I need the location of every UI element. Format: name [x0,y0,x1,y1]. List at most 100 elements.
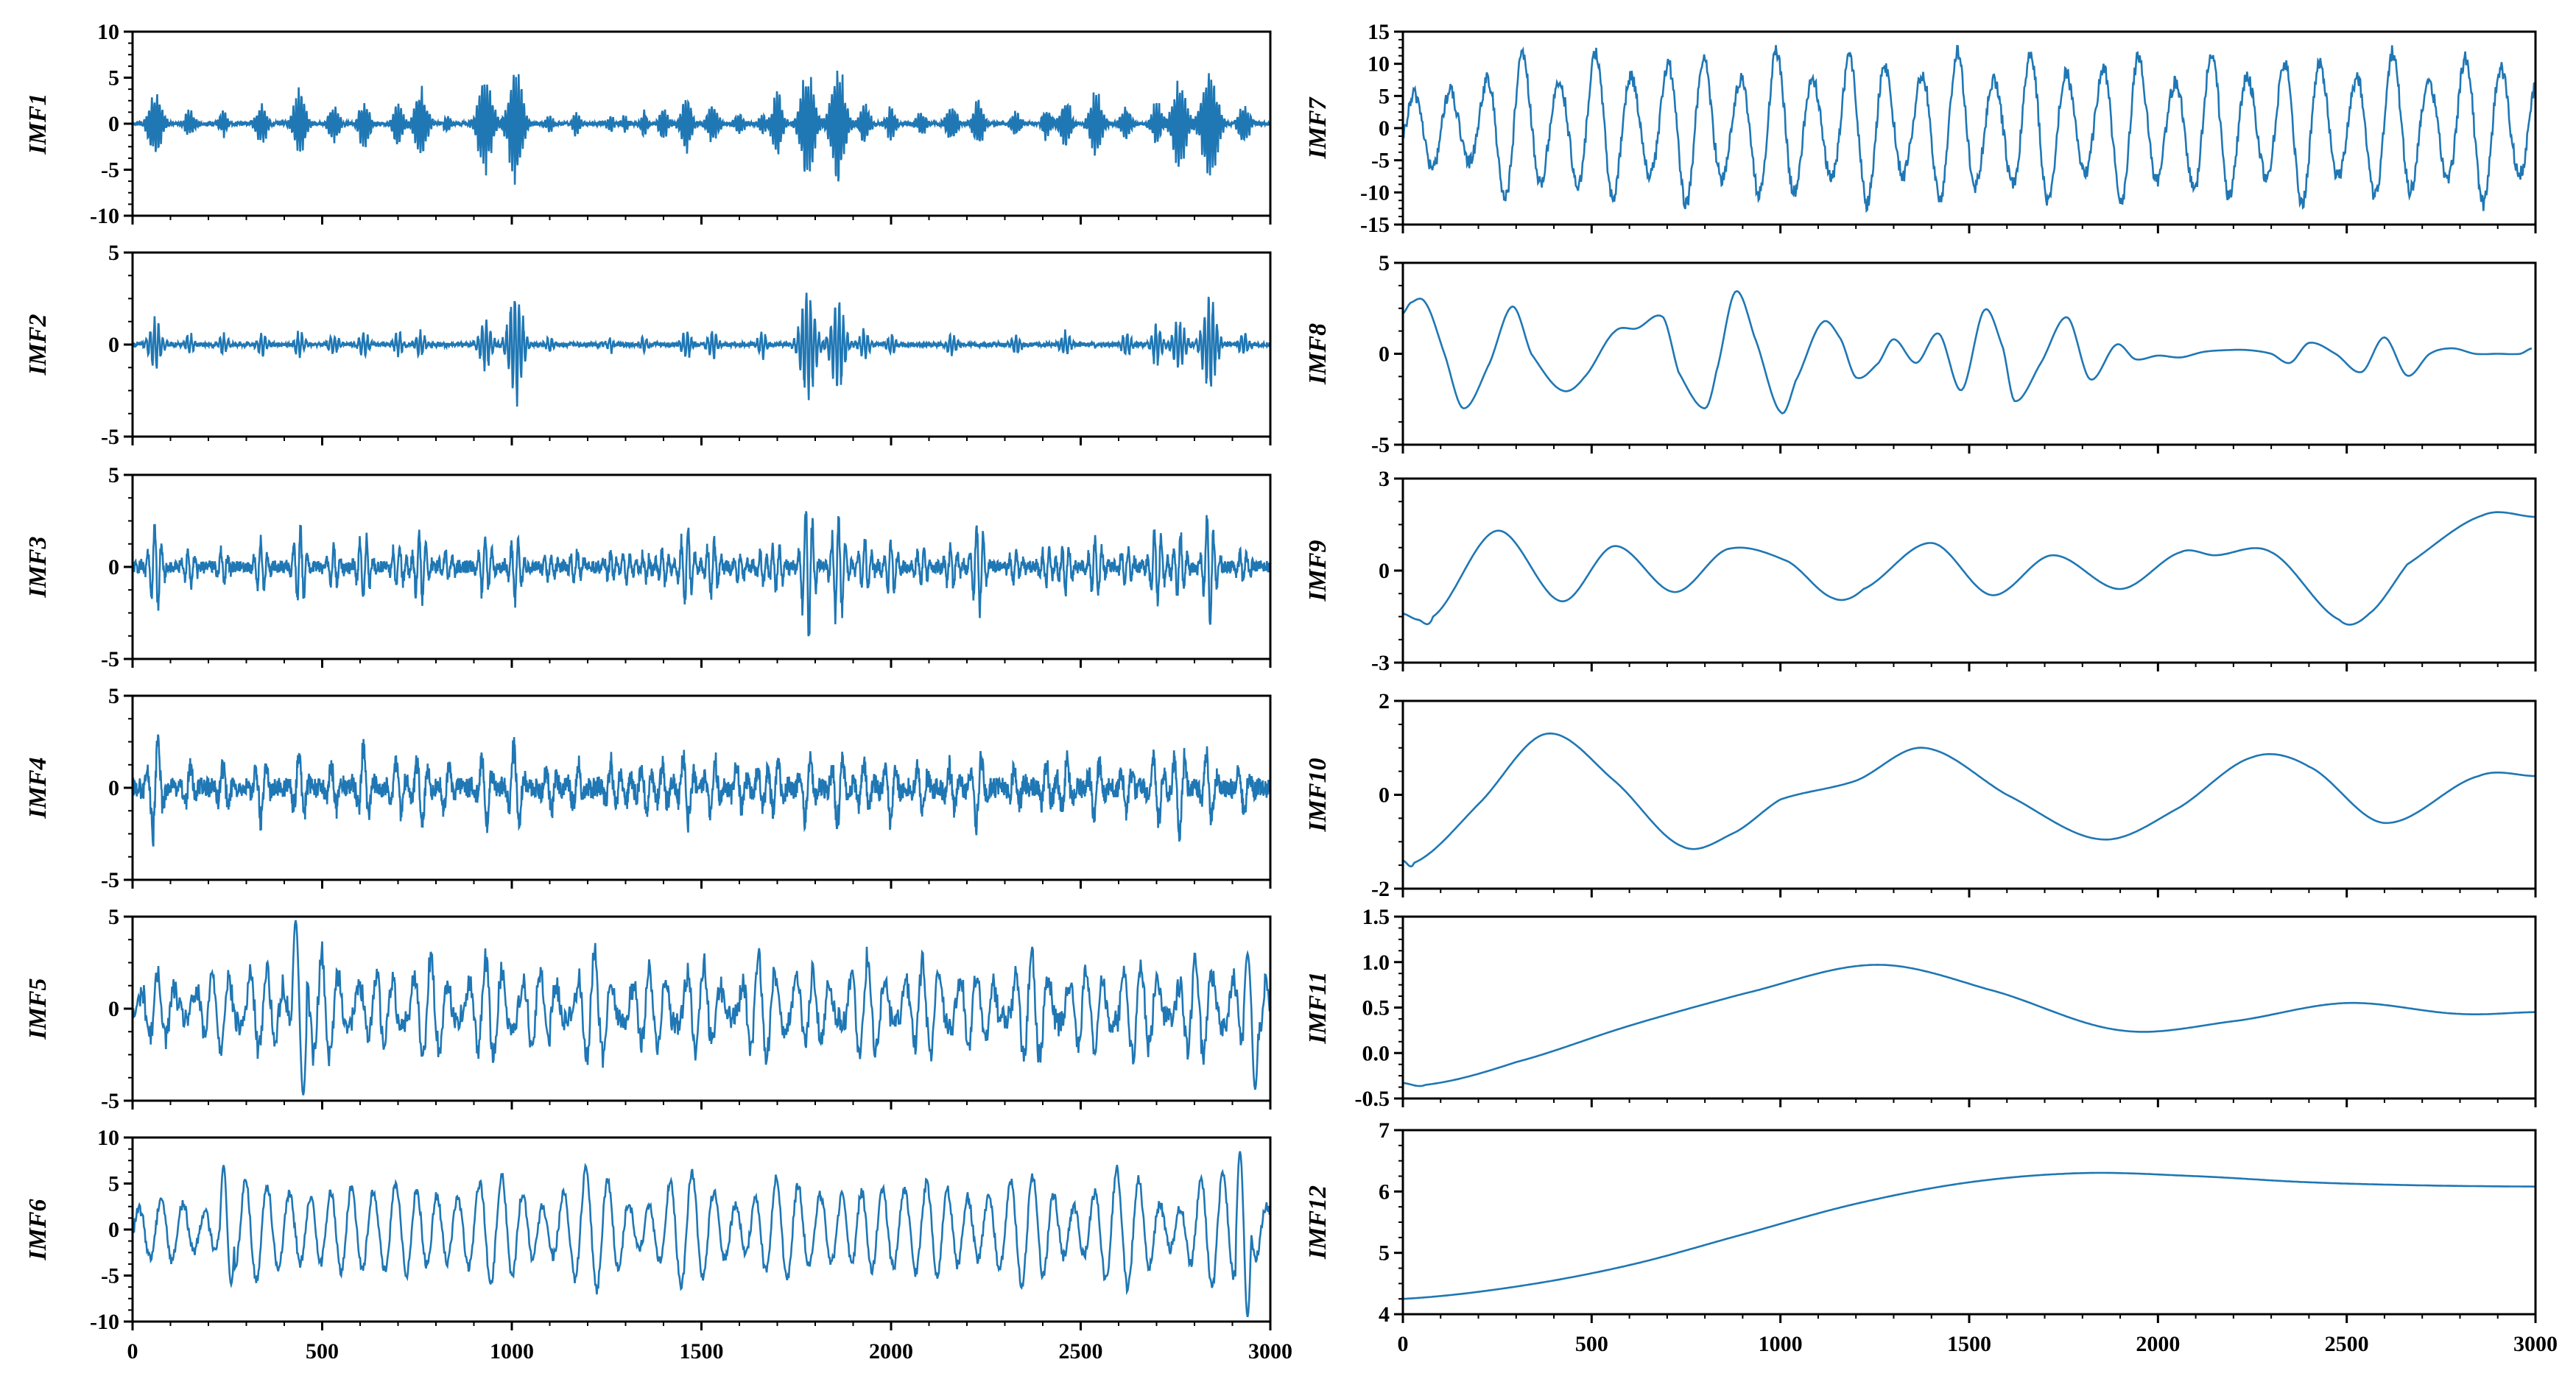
imf6-xtick-label: 1000 [490,1339,534,1364]
imf3-series-line [133,511,1270,637]
imf7-ytick-label: -15 [1360,213,1390,237]
imf7-ytick-label: 10 [1368,52,1390,77]
imf7-ytick-label: 0 [1379,116,1390,141]
imf6-xtick-label: 2000 [869,1339,913,1364]
imf1-ylabel: IMF1 [24,93,52,155]
imf6-ytick-label: 10 [97,1126,119,1150]
panel-imf5: -5 0 5 IMF5 [24,905,1272,1113]
imf6-ytick-label: 5 [108,1172,119,1196]
panel-imf12: 4 5 6 7 0 500 1000 1500 2000 2500 3000 IMF12 [1304,1118,2558,1356]
imf3-ytick-label: -5 [101,647,119,671]
imf12-xtick-label: 3000 [2513,1332,2558,1356]
imf6-xtick-label: 3000 [1248,1339,1292,1364]
imf2-ytick-label: 0 [108,333,119,357]
imf5-ytick-label: 5 [108,905,119,929]
imf4-ytick-label: -5 [101,868,119,892]
imf1-ytick-label: 0 [108,112,119,136]
imf8-ytick-label: -5 [1371,433,1390,457]
imf5-series-line [133,920,1270,1096]
imf10-ytick-label: 2 [1379,689,1390,713]
imf7-ytick-label: -10 [1360,180,1390,205]
imf1-ytick-label: 10 [97,20,119,44]
imf10-axes-frame [1401,699,2537,890]
imf7-ytick-label: 15 [1368,20,1390,44]
imf3-ytick-label: 0 [108,555,119,579]
imf5-ytick-label: -5 [101,1089,119,1113]
imf8-ytick-label: 0 [1379,342,1390,367]
imf8-ytick-label: 5 [1379,251,1390,275]
imf10-ytick-label: -2 [1371,877,1390,901]
panel-imf11: -0.5 0.0 0.5 1.0 1.5 IMF11 [1304,905,2537,1111]
imf10-ytick-label: 0 [1379,783,1390,808]
imf12-xtick-label: 500 [1575,1332,1608,1356]
imf12-xtick-label: 0 [1398,1332,1409,1356]
imf5-ytick-label: 0 [108,997,119,1021]
imf4-ylabel: IMF4 [24,757,52,819]
imf11-ytick-label: 1.5 [1362,905,1390,929]
imf3-ytick-label: 5 [108,463,119,487]
imf11-ytick-label: 1.0 [1362,951,1390,975]
imf12-ylabel: IMF12 [1304,1185,1331,1260]
imf10-series-line [1403,732,2535,868]
imf9-ytick-label: 0 [1379,559,1390,583]
imf7-series-line [1403,44,2535,214]
imf12-ytick-label: 4 [1379,1302,1390,1327]
imf8-series-line [1403,289,2533,415]
imf9-series-line [1403,511,2535,626]
imf8-ylabel: IMF8 [1304,323,1331,385]
imf11-ylabel: IMF11 [1304,971,1331,1044]
imf9-ylabel: IMF9 [1304,540,1331,602]
imf6-xtick-label: 2500 [1059,1339,1103,1364]
panel-imf10: -2 0 2 IMF10 [1304,689,2537,901]
imf5-ylabel: IMF5 [24,978,52,1040]
imf6-series-line [133,1151,1270,1318]
imf12-xtick-label: 2500 [2325,1332,2369,1356]
imf11-ytick-label: -0.5 [1355,1087,1390,1111]
imf8-axes-frame [1401,261,2537,446]
imf7-ytick-label: -5 [1371,149,1390,173]
imf12-ytick-label: 5 [1379,1241,1390,1266]
imf1-ytick-label: -5 [101,158,119,183]
imf6-ytick-label: -5 [101,1264,119,1288]
imf9-ytick-label: -3 [1371,651,1390,675]
imf6-ytick-label: 0 [108,1218,119,1242]
imf9-ytick-label: 3 [1379,467,1390,491]
imf4-ytick-label: 5 [108,684,119,708]
imf11-ytick-label: 0.5 [1362,996,1390,1020]
imf1-ytick-label: -10 [90,204,119,228]
imf12-xtick-label: 1500 [1947,1332,1991,1356]
imf12-axes-frame [1401,1129,2537,1316]
imf11-axes-frame [1401,915,2537,1100]
imf2-ytick-label: 5 [108,241,119,265]
imf12-xtick-label: 1000 [1759,1332,1803,1356]
imf6-xtick-label: 1500 [680,1339,724,1364]
imf9-axes-frame [1401,477,2537,664]
panel-imf7: -15 -10 -5 0 5 10 15 IMF7 [1304,20,2537,237]
imf6-xtick-label: 500 [306,1339,339,1364]
imf2-series-line [133,292,1270,407]
imf1-ytick-label: 5 [108,66,119,91]
imf1-series-line [133,70,1270,185]
panel-imf9: -3 0 3 IMF9 [1304,467,2537,675]
panel-imf4: -5 0 5 IMF4 [24,684,1272,892]
imf11-ytick-label: 0.0 [1362,1041,1390,1065]
imf2-ylabel: IMF2 [24,314,52,375]
imf6-xtick-label: 0 [127,1339,138,1364]
imf7-ytick-label: 5 [1379,84,1390,108]
imf4-series-line [133,734,1270,847]
imf4-ytick-label: 0 [108,776,119,800]
imf11-series-line [1403,964,2535,1087]
panel-imf8: -5 0 5 IMF8 [1304,251,2537,457]
imf3-ylabel: IMF3 [24,536,52,598]
imf12-xtick-label: 2000 [2136,1332,2180,1356]
imf10-ylabel: IMF10 [1304,758,1331,832]
imf6-ylabel: IMF6 [24,1199,52,1260]
panel-imf3: -5 0 5 IMF3 [24,463,1272,671]
panel-imf1: -10 -5 0 5 10 IMF1 [24,20,1272,228]
imf12-series-line [1403,1171,2535,1300]
imf7-ylabel: IMF7 [1304,96,1331,159]
panel-imf6: -10 -5 0 5 10 0 500 1000 1500 2000 2500 3000 IMF6 [24,1126,1292,1364]
imf12-ytick-label: 7 [1379,1118,1390,1143]
imf6-ytick-label: -10 [90,1310,119,1334]
